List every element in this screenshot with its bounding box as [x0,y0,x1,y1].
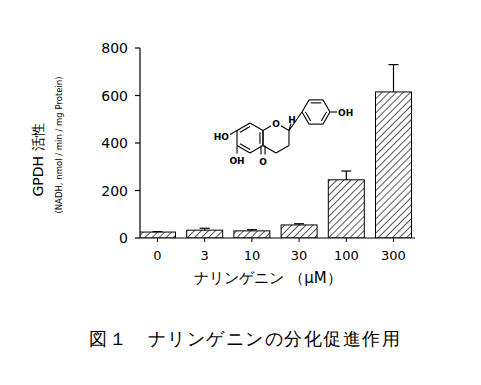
bar [140,232,176,238]
error-bar [341,171,351,180]
y-tick-label: 800 [101,40,128,56]
y-tick [135,95,140,96]
x-tick [346,238,347,242]
chart: 0 200 400 600 800 0 3 10 30 100 300 ナリンゲニン （μM） GPDH… [0,0,481,385]
y-axis-label: GPDH 活性 [30,123,46,196]
x-tick-label: 30 [291,248,308,263]
structure-label: HO [214,132,230,142]
x-tick [157,238,158,242]
bar [187,230,223,238]
y-tick [135,237,140,238]
bars [140,65,412,238]
bar [376,92,412,238]
x-tick [299,238,300,242]
structure-label: O [272,119,280,129]
bar [234,231,270,238]
y-tick-label: 200 [101,183,128,199]
x-tick [251,238,252,242]
x-tick-label: 3 [201,248,209,263]
error-bar [200,228,210,230]
bar [281,225,317,238]
y-tick [135,142,140,143]
x-axis-label: ナリンゲニン （μM） [194,269,341,287]
error-bar [389,65,399,92]
error-bar [247,230,257,231]
y-tick-label: 0 [119,230,128,246]
y-tick [135,190,140,191]
x-tick-label: 100 [334,248,359,263]
x-tick [204,238,205,242]
x-tick-label: 300 [381,248,406,263]
structure-label: OH [229,156,244,166]
y-tick-label: 600 [101,88,128,104]
title: 図１ ナリンゲニンの分化促進作用 [89,328,401,349]
bar [328,180,364,238]
structure-label: O [259,157,267,167]
y-tick-label: 400 [101,135,128,151]
structure-label: OH [338,108,353,118]
x-tick-label: 0 [153,248,161,263]
error-bar [153,231,163,232]
y-axis-unit: (NADH, nmol / min / mg Protein) [54,76,64,213]
structure-label: H [288,115,296,125]
error-bar [294,224,304,225]
y-tick [135,47,140,48]
x-axis [140,237,415,238]
structure: HOOHOHOOH [214,100,353,167]
x-tick-label: 10 [244,248,261,263]
x-tick [393,238,394,242]
